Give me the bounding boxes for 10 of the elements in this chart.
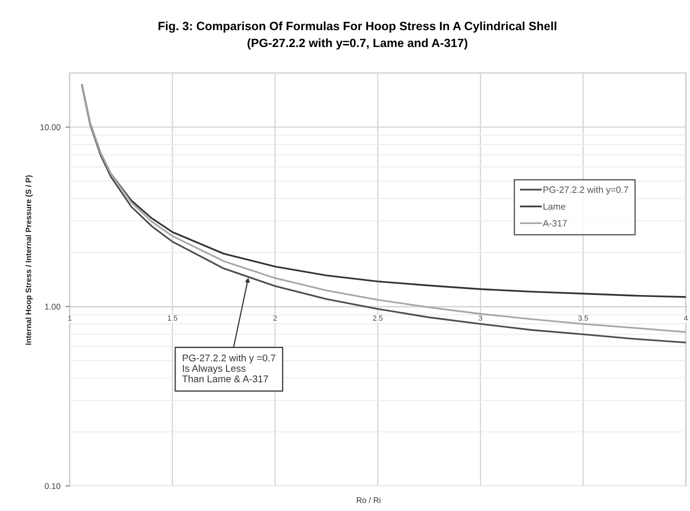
legend-label: Lame	[544, 203, 566, 210]
y-tick-label: 1.00	[45, 304, 60, 310]
legend-label: PG-27.2.2 with y=0.7	[544, 186, 628, 195]
annotation: PG-27.2.2 with y =0.7 Is Always Less Than Lame & A-317	[182, 354, 276, 382]
x-axis-title: Ro / Ri	[356, 497, 380, 504]
y-tick-label: 10.00	[40, 124, 60, 130]
y-tick-label: 0.10	[44, 483, 60, 490]
chart-subtitle: (PG-27.2.2 with y=0.7, Lame and A-317)	[248, 38, 468, 50]
legend-label: A-317	[542, 220, 567, 227]
chart-title: Fig. 3: Comparison Of Formulas For Hoop Stress In A Cylindrical Shell	[158, 21, 556, 33]
